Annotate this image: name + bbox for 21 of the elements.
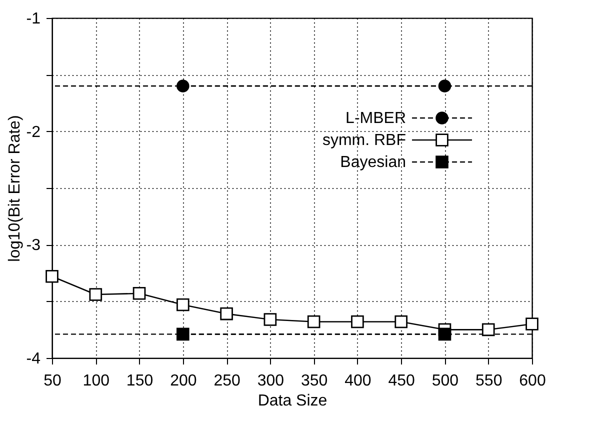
x-tick-label: 50: [44, 372, 62, 390]
legend-label: Bayesian: [340, 154, 406, 171]
legend-label: symm. RBF: [322, 132, 406, 149]
x-tick-label: 300: [257, 372, 284, 390]
y-tick-label: -2: [26, 124, 41, 141]
x-tick-label: 150: [126, 372, 154, 390]
x-tick-label: 100: [82, 372, 110, 390]
x-tick-label: 350: [300, 372, 328, 390]
y-tick-label: -3: [26, 237, 41, 254]
legend-label: L-MBER: [346, 110, 406, 127]
y-axis-title: log10(Bit Error Rate): [6, 115, 24, 262]
x-tick-label: 450: [388, 372, 416, 390]
y-tick-label: -1: [26, 10, 41, 28]
x-tick-label: 500: [432, 372, 459, 390]
x-tick-label: 550: [476, 372, 502, 390]
x-tick-label: 600: [519, 372, 546, 390]
x-tick-label: 250: [214, 372, 240, 390]
x-axis-title: Data Size: [258, 392, 328, 410]
x-tick-label: 400: [344, 372, 372, 390]
y-tick-label: -4: [26, 350, 41, 368]
x-tick-label: 200: [170, 372, 197, 390]
